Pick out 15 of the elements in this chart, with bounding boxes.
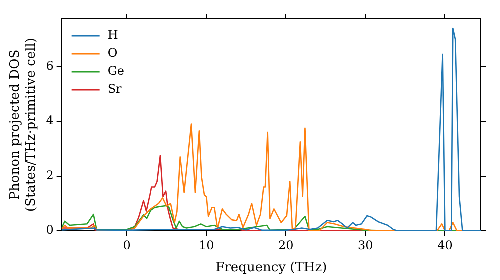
x-tick-label: 0 bbox=[123, 238, 131, 252]
y-axis-title: Phonon projected DOS (States/THz·primitive cell) bbox=[8, 38, 39, 212]
x-axis-title: Frequency (THz) bbox=[216, 260, 328, 276]
y-tick-label: 6 bbox=[46, 58, 54, 73]
legend-label: Ge bbox=[108, 64, 125, 78]
y-tick-label: 4 bbox=[46, 114, 54, 128]
x-tick-label: 30 bbox=[358, 238, 374, 252]
x-tick-label: 10 bbox=[198, 238, 214, 252]
legend-label: Sr bbox=[108, 82, 122, 96]
y-tick-label: 0 bbox=[46, 223, 54, 238]
y-tick-label: 2 bbox=[46, 168, 54, 182]
x-tick-label: 20 bbox=[278, 238, 294, 252]
legend-label: O bbox=[108, 46, 118, 60]
x-tick-label: 40 bbox=[438, 238, 453, 252]
legend-label: H bbox=[108, 28, 118, 42]
